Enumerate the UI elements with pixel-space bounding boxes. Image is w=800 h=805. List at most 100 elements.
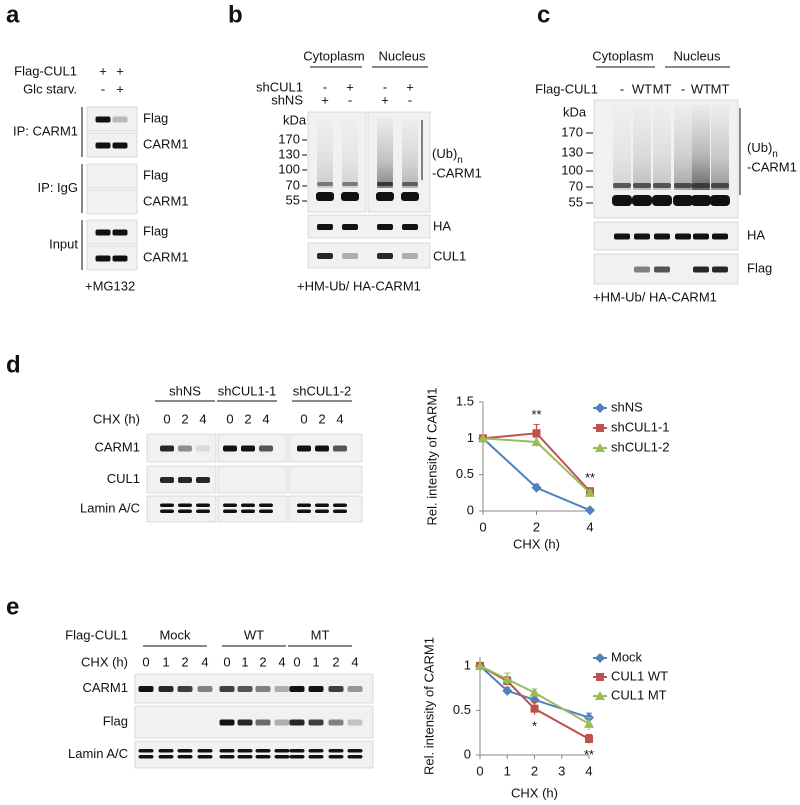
- smear: [317, 118, 333, 188]
- time: 2: [244, 411, 251, 426]
- marker-label: 55: [286, 192, 300, 207]
- band: [160, 503, 174, 507]
- smear: [613, 105, 631, 190]
- time: 4: [336, 411, 343, 426]
- band: [274, 749, 290, 753]
- legend-marker: [595, 653, 605, 663]
- row-label: shNS: [271, 92, 303, 107]
- smear: [377, 118, 393, 188]
- x-tick-label: 4: [586, 519, 593, 534]
- marker-label: 170: [561, 124, 583, 139]
- band: [178, 503, 192, 507]
- band: [138, 755, 154, 759]
- x-tick-label: 2: [531, 763, 538, 778]
- band: [196, 509, 210, 513]
- kda-label: kDa: [283, 112, 307, 127]
- y-tick-label: 1: [464, 657, 471, 672]
- blot-label: Lamin A/C: [80, 500, 140, 515]
- group-label: shCUL1-1: [218, 383, 277, 398]
- band: [633, 183, 651, 188]
- point: [531, 436, 542, 446]
- point: [585, 734, 593, 743]
- group-label: IP: IgG: [38, 180, 78, 195]
- sign: -: [681, 81, 685, 96]
- blot: [134, 740, 374, 769]
- row-label: Glc starv.: [23, 81, 77, 96]
- band: [177, 749, 193, 753]
- sign: -: [348, 92, 352, 107]
- smear: [402, 118, 418, 188]
- sign: WT: [691, 81, 711, 96]
- band: [317, 224, 333, 230]
- y-tick-label: 0.5: [456, 466, 474, 481]
- annotation: **: [531, 407, 541, 422]
- band: [255, 719, 271, 726]
- group-label: shCUL1-2: [293, 383, 352, 398]
- band: [112, 116, 128, 123]
- x-axis-label: CHX (h): [513, 536, 560, 551]
- band: [178, 509, 192, 513]
- row-label: Flag-CUL1: [535, 81, 598, 96]
- x-tick-label: 0: [479, 519, 486, 534]
- blot: [86, 106, 138, 132]
- x-axis-label: CHX (h): [511, 785, 558, 800]
- band: [308, 719, 324, 726]
- band: [223, 503, 237, 507]
- band: [219, 749, 235, 753]
- band: [333, 503, 347, 507]
- x-tick-label: 0: [476, 763, 483, 778]
- band: [693, 233, 709, 240]
- band: [255, 749, 271, 753]
- y-axis-label: Rel. intensity of CARM1: [424, 388, 439, 526]
- blot-label: CARM1: [143, 193, 189, 208]
- band: [315, 445, 329, 452]
- band: [711, 183, 729, 188]
- sign: +: [99, 63, 107, 78]
- time: 2: [332, 654, 339, 669]
- band: [328, 686, 344, 692]
- band: [402, 224, 418, 230]
- band: [255, 755, 271, 759]
- band: [197, 686, 213, 692]
- marker-label: 170: [278, 131, 300, 146]
- header: Cytoplasm: [303, 48, 364, 63]
- panel-letter: b: [228, 1, 243, 28]
- time: 0: [223, 654, 230, 669]
- blot: [146, 433, 217, 463]
- footer: +HM-Ub/ HA-CARM1: [297, 278, 421, 293]
- band: [237, 755, 253, 759]
- band: [289, 686, 305, 692]
- ub-subscript: n: [457, 155, 463, 166]
- time: 4: [199, 411, 206, 426]
- band: [158, 755, 174, 759]
- point: [529, 687, 540, 697]
- band: [289, 755, 305, 759]
- band: [316, 192, 334, 201]
- time: 4: [351, 654, 358, 669]
- annotation: **: [584, 747, 594, 762]
- group-label: shNS: [169, 383, 201, 398]
- band: [634, 233, 650, 240]
- band: [160, 445, 174, 452]
- band: [297, 503, 311, 507]
- sign: +: [116, 81, 124, 96]
- band: [612, 195, 632, 206]
- time: 0: [226, 411, 233, 426]
- sign: -: [408, 92, 412, 107]
- time: 2: [181, 411, 188, 426]
- point: [530, 704, 539, 713]
- band: [402, 182, 418, 186]
- band: [160, 477, 174, 483]
- band: [317, 253, 333, 259]
- blot-label: CARM1: [82, 680, 128, 695]
- row-label: shCUL1: [256, 79, 303, 94]
- band: [95, 255, 111, 262]
- group-label: MT: [311, 627, 330, 642]
- point: [585, 505, 595, 516]
- band: [237, 686, 253, 692]
- band: [112, 229, 128, 236]
- blot-label: Flag: [103, 713, 128, 728]
- sign: MT: [711, 81, 730, 96]
- band: [223, 445, 237, 452]
- band: [219, 755, 235, 759]
